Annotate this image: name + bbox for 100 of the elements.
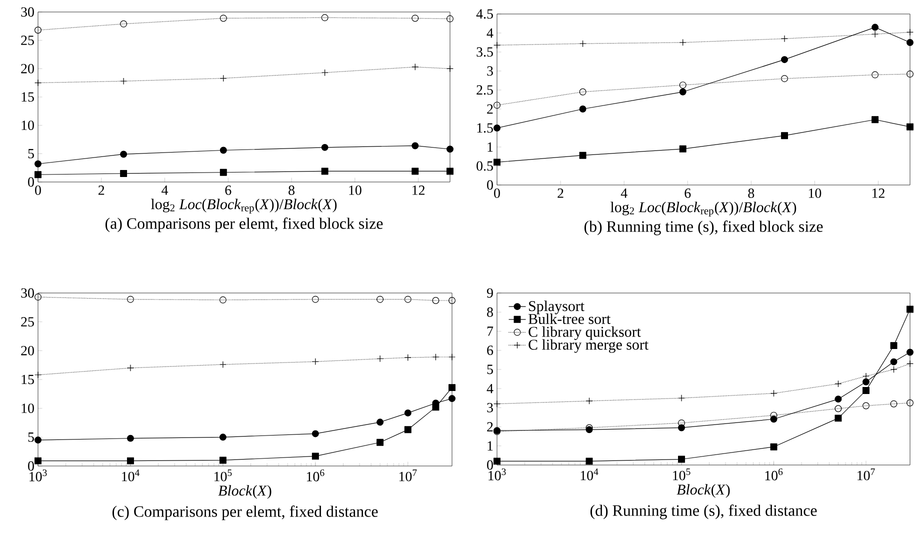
point: [872, 24, 879, 31]
point: [579, 152, 586, 159]
y-tick-label: 5: [487, 364, 493, 374]
y-tick-label: 20: [21, 64, 34, 74]
x-tick-label: 8: [748, 188, 754, 198]
point: [120, 170, 128, 177]
y-tick-label: 3: [487, 402, 493, 412]
y-tick-label: 2.5: [476, 85, 493, 95]
point: [679, 39, 686, 46]
point: [34, 26, 42, 34]
x-tick-label: 6: [225, 186, 232, 195]
point: [679, 82, 686, 89]
y-tick-label: 5: [28, 432, 34, 442]
point: [579, 88, 586, 96]
x-tick-label: 2: [98, 186, 104, 195]
legend-label: C library quicksort: [528, 326, 641, 340]
text: log$_{2}$ Loc(Block$_{rep}$(X))/Block(X): [151, 198, 337, 214]
y-tick-label: 5: [28, 149, 34, 158]
text: (c) Comparisons per elemt, fixed distance: [112, 506, 378, 520]
point: [412, 63, 419, 70]
point: [220, 14, 227, 22]
y-tick-label: 0: [487, 460, 493, 470]
x-tick-label: 0: [494, 188, 500, 198]
point: [321, 144, 328, 151]
x-tick-label: 10$^{7}$: [399, 470, 417, 482]
point: [872, 71, 879, 78]
x-tick-label: 10: [349, 186, 362, 195]
point: [321, 14, 328, 22]
x-tick-label: 12: [872, 188, 884, 198]
y-tick-label: 6: [487, 346, 494, 356]
legend-label: Splaysort: [529, 300, 584, 314]
point: [120, 150, 128, 158]
x-tick-label: 10$^{4}$: [580, 468, 598, 480]
x-tick-label: 6: [684, 188, 691, 198]
x-tick-label: 10$^{4}$: [122, 470, 140, 482]
point: [906, 70, 914, 78]
y-tick-label: 1: [488, 142, 493, 152]
point: [220, 168, 227, 176]
point: [906, 39, 914, 46]
text: log$_{2}$ Loc(Block$_{rep}$(X))/Block(X): [610, 202, 796, 217]
y-tick-label: 15: [22, 374, 34, 384]
point: [120, 20, 128, 28]
point: [494, 158, 500, 166]
point: [34, 171, 42, 178]
point: [781, 56, 788, 64]
legend-label: Bulk-tree sort: [528, 314, 611, 324]
point: [906, 123, 914, 130]
y-tick-label: 30: [21, 288, 34, 298]
x-tick-label: 10$^{3}$: [488, 468, 506, 480]
x-axis-title: Block(X): [218, 485, 272, 499]
point: [494, 102, 500, 109]
y-tick-label: 3.5: [476, 47, 493, 57]
y-tick-label: 8: [487, 307, 493, 317]
point: [220, 146, 227, 154]
x-tick-label: 10$^{3}$: [30, 470, 47, 482]
point: [446, 168, 454, 175]
point: [679, 145, 686, 152]
y-tick-label: 9: [486, 288, 493, 298]
y-tick-label: 0.5: [476, 161, 493, 171]
y-tick-label: 0: [28, 461, 34, 471]
text: (a) Comparisons per elemt, fixed block size: [105, 218, 383, 232]
y-tick-label: 1: [488, 441, 493, 450]
x-tick-label: 12: [412, 186, 425, 195]
x-tick-label: 10$^{6}$: [765, 468, 783, 480]
point: [679, 88, 686, 96]
y-tick-label: 4: [486, 28, 494, 38]
y-tick-label: 30: [21, 7, 34, 17]
x-tick-label: 4: [162, 186, 168, 195]
y-tick-label: 25: [21, 317, 34, 327]
y-tick-label: 7: [487, 326, 494, 336]
point: [494, 124, 500, 132]
point: [412, 142, 419, 150]
x-tick-label: 10$^{7}$: [858, 468, 875, 480]
point: [579, 106, 586, 112]
point: [321, 168, 328, 175]
y-tick-label: 10: [22, 404, 34, 414]
y-tick-label: 10: [22, 120, 34, 130]
point: [872, 116, 879, 124]
point: [412, 14, 419, 22]
point: [781, 132, 788, 140]
point: [446, 146, 454, 153]
y-tick-label: 4.5: [476, 9, 493, 19]
x-tick-label: 10$^{6}$: [306, 470, 324, 482]
y-tick-label: 2: [487, 422, 493, 432]
x-tick-label: 2: [558, 188, 564, 198]
x-axis-title: Block(X): [676, 484, 730, 498]
y-tick-label: 2: [487, 104, 493, 114]
text: (b) Running time (s), fixed block size: [584, 220, 823, 236]
point: [34, 160, 42, 168]
point: [781, 75, 788, 82]
y-tick-label: 25: [21, 36, 34, 46]
x-tick-label: 4: [620, 188, 628, 198]
point: [446, 15, 454, 22]
x-tick-label: 10$^{5}$: [214, 470, 232, 482]
y-tick-label: 1.5: [477, 123, 493, 133]
x-tick-label: 10: [808, 188, 822, 198]
point: [412, 168, 419, 175]
x-tick-label: 8: [288, 186, 294, 195]
point: [579, 40, 586, 48]
y-tick-label: 0: [28, 177, 34, 187]
